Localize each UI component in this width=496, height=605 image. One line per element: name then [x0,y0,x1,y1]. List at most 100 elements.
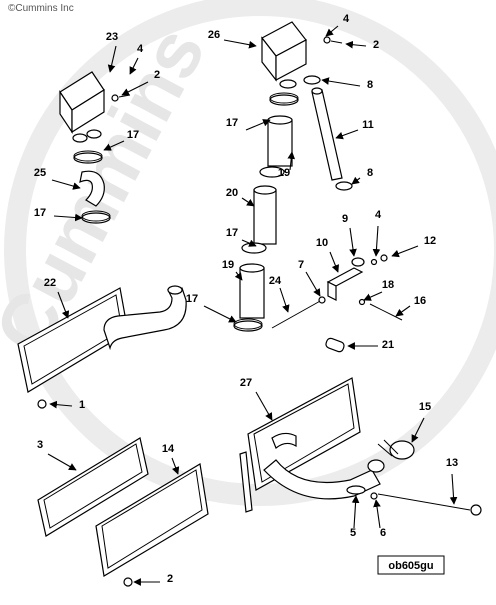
callout-leader-17 [245,119,271,131]
spacer-21 [325,337,345,353]
bracket-10 [326,267,364,301]
callout-label-4: 4 [375,209,382,221]
callout-label-23: 23 [106,31,118,43]
callout-leader-17 [203,305,237,323]
callout-label-3: 3 [37,439,43,451]
callout-label-24: 24 [269,275,282,287]
callout-label-17: 17 [186,293,198,305]
capscrew-2-bottom [123,577,133,587]
callout-leader-5 [351,495,360,529]
callout-label-17: 17 [226,117,238,129]
tube-20 [253,185,277,245]
breather-tube-elbow [103,285,187,351]
cap-9 [351,257,365,267]
callout-leader-12 [391,245,419,258]
callout-leader-13 [449,473,458,505]
clamp-17-bottom-right [233,318,263,332]
callout-leader-4 [372,225,381,257]
callout-leader-14 [171,457,180,475]
figure-code: ob605gu [388,560,433,572]
callout-leader-19 [287,151,296,171]
callout-label-4: 4 [137,43,144,55]
callout-label-12: 12 [424,235,436,247]
callout-leader-7 [305,271,321,297]
callout-label-8: 8 [367,79,373,91]
callout-leader-2 [121,81,149,96]
washer-18 [358,298,366,306]
callout-label-27: 27 [240,377,252,389]
callout-label-5: 5 [350,527,356,539]
callout-label-6: 6 [380,527,386,539]
washer-4-mid [370,258,378,266]
callout-leader-2 [345,40,367,49]
callout-leader-15 [411,417,425,443]
callout-leader-6 [373,499,381,529]
fitting-5 [346,485,366,495]
cover-plate-14 [95,463,209,577]
gasket-3 [37,437,149,537]
callout-label-21: 21 [382,339,394,351]
callout-leader-23 [107,45,117,73]
callout-leader-10 [329,251,340,273]
hose-19-upper [267,115,293,167]
callout-label-11: 11 [362,119,374,131]
hose-elbow-25 [79,170,105,207]
breather-assembly-26 [261,21,343,89]
breather-assembly-23 [59,71,131,143]
callout-label-9: 9 [342,213,348,225]
callout-label-15: 15 [419,401,431,413]
clamp-17-upper-right [269,92,299,106]
o-ring-6 [370,492,378,500]
callout-label-16: 16 [414,295,426,307]
capscrew-1 [37,399,47,409]
callout-label-2: 2 [154,69,160,81]
callout-leader-27 [255,391,273,421]
callout-leader-20 [241,197,255,207]
callout-label-1: 1 [79,399,85,411]
clamp-17-left-lower [81,210,111,224]
callout-label-2: 2 [373,39,379,51]
clamp-17-mid-right [259,166,285,178]
callout-leader-9 [349,227,357,257]
callout-leader-8 [321,77,361,87]
callout-leader-1 [49,400,73,409]
copyright-text: ©Cummins Inc [8,3,74,14]
callout-label-19: 19 [222,259,234,271]
callout-leader-17 [241,239,257,247]
callout-label-7: 7 [298,259,304,271]
callout-leader-22 [57,291,70,319]
clamp-17-top-left [73,150,103,164]
hose-19-lower [239,263,265,319]
clamp-8-upper [303,75,321,85]
callout-label-25: 25 [34,167,46,179]
capscrew-16 [369,303,403,321]
callout-label-2: 2 [167,573,173,585]
callout-label-22: 22 [44,277,56,289]
callout-leader-16 [395,305,411,317]
callout-leader-19 [234,271,243,281]
clamp-8-lower [335,181,353,191]
callout-leader-18 [363,291,383,301]
capscrew-24 [271,299,323,329]
callout-leader-4 [325,25,339,37]
callout-label-10: 10 [316,237,328,249]
nut-12 [380,254,388,262]
callout-label-4: 4 [343,13,350,25]
callout-label-26: 26 [208,29,220,41]
callout-label-17: 17 [34,207,46,219]
callout-leader-25 [51,179,81,190]
dipstick-13 [377,493,482,516]
callout-label-14: 14 [162,443,175,455]
clamp-15 [377,439,415,460]
spacer-7 [318,296,326,304]
callout-leader-26 [223,39,257,49]
callout-leader-24 [279,287,290,313]
figure-code-box [377,555,445,575]
callout-label-8: 8 [367,167,373,179]
callout-label-13: 13 [446,457,458,469]
callout-leader-17 [53,213,83,222]
callout-leader-3 [47,453,77,471]
clamp-17-lower-right [241,242,267,254]
